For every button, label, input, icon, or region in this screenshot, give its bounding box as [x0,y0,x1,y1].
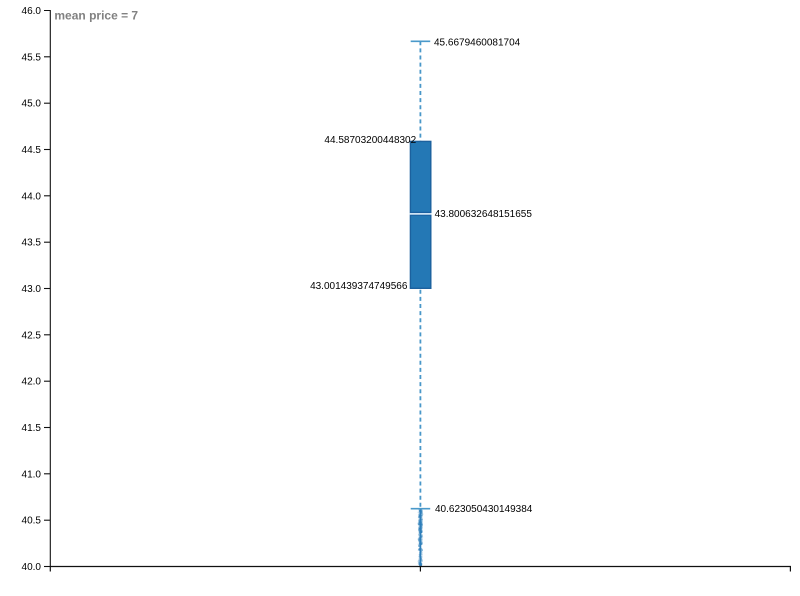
svg-text:41.5: 41.5 [22,423,42,434]
svg-text:46.0: 46.0 [22,6,42,17]
svg-text:40.623050430149384: 40.623050430149384 [435,504,533,515]
svg-text:40.0: 40.0 [22,562,42,573]
svg-text:41.0: 41.0 [22,469,42,480]
svg-text:43.0: 43.0 [22,284,42,295]
svg-text:45.5: 45.5 [22,52,42,63]
svg-text:40.5: 40.5 [22,516,42,527]
svg-text:44.0: 44.0 [22,191,42,202]
svg-text:44.5: 44.5 [22,145,42,156]
svg-text:42.0: 42.0 [22,377,42,388]
svg-text:45.6679460081704: 45.6679460081704 [434,38,521,49]
svg-text:44.58703200448302: 44.58703200448302 [324,135,416,146]
svg-text:42.5: 42.5 [22,330,42,341]
svg-text:45.0: 45.0 [22,99,42,110]
svg-text:mean price = 7: mean price = 7 [54,9,138,23]
svg-text:43.001439374749566: 43.001439374749566 [310,281,408,292]
svg-text:43.5: 43.5 [22,238,42,249]
svg-text:43.800632648151655: 43.800632648151655 [435,209,533,220]
